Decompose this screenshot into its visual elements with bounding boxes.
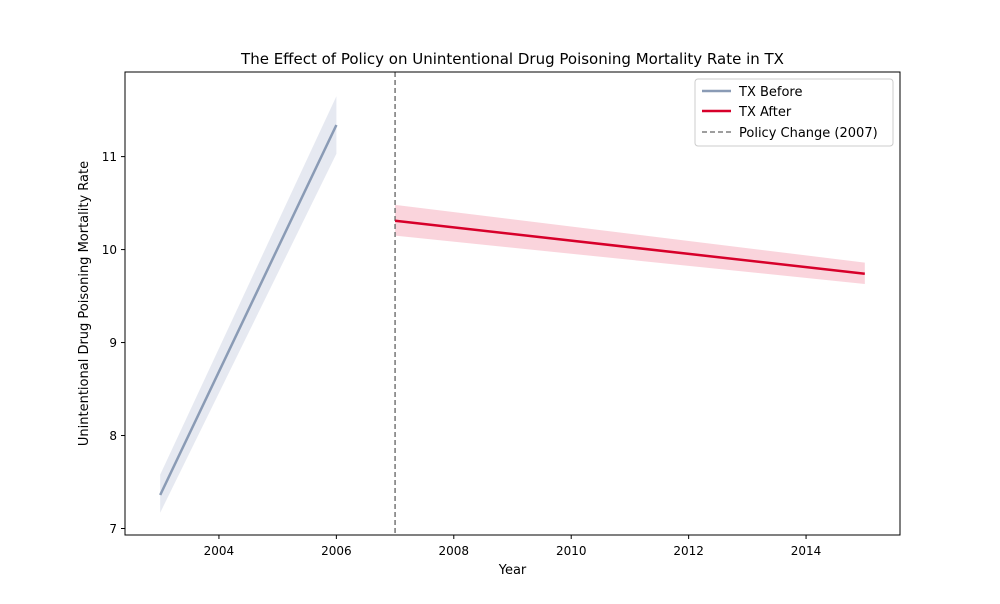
y-tick-label: 10 [102, 243, 117, 257]
legend-frame [694, 78, 894, 147]
x-tick-label: 2010 [556, 544, 587, 558]
legend-label-tx-before: TX Before [738, 85, 802, 100]
y-tick-label: 11 [102, 150, 117, 164]
confidence-band-tx-after [395, 204, 865, 284]
x-axis-label: Year [498, 563, 527, 578]
axis-ticks: 2004 2006 2008 2010 2012 2014 7 8 9 10 11 [102, 150, 822, 558]
plot-area [159, 72, 865, 535]
x-tick-label: 2014 [791, 544, 822, 558]
y-tick-label: 7 [109, 522, 117, 536]
x-tick-label: 2012 [673, 544, 704, 558]
series-line-tx-before [159, 124, 338, 496]
y-tick-label: 8 [109, 429, 117, 443]
chart-title: The Effect of Policy on Unintentional Dr… [240, 50, 784, 68]
series-line-tx-after [394, 219, 865, 275]
confidence-band-tx-before [160, 96, 337, 513]
legend-label-policy-change: Policy Change (2007) [739, 126, 878, 141]
x-tick-label: 2004 [204, 544, 235, 558]
plot-frame [124, 71, 901, 536]
x-tick-label: 2008 [439, 544, 470, 558]
y-tick-label: 9 [109, 336, 117, 350]
y-axis-label: Unintentional Drug Poisoning Mortality R… [77, 161, 92, 446]
x-tick-label: 2006 [321, 544, 352, 558]
legend: TX Before TX After Policy Change (2007) [694, 78, 894, 147]
legend-label-tx-after: TX After [738, 105, 792, 120]
